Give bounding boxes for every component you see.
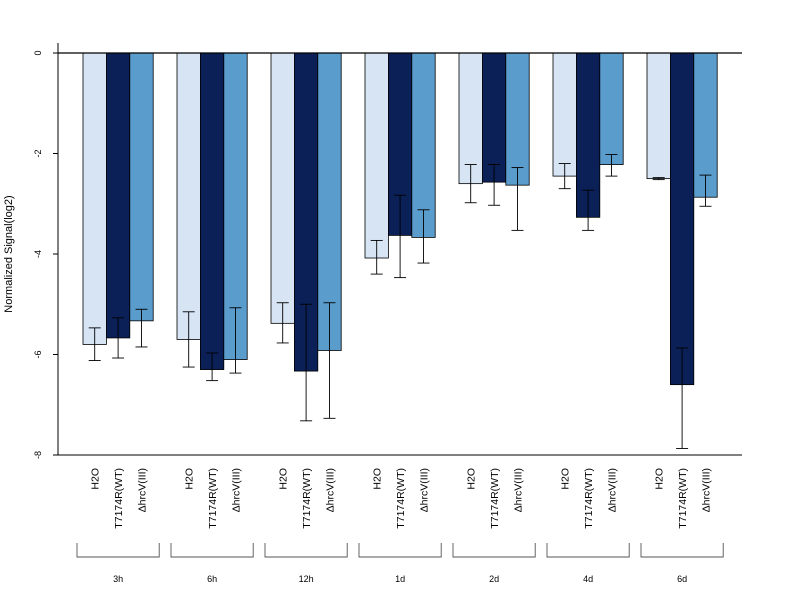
x-tick-label: T7174R(WT) bbox=[207, 468, 219, 529]
x-tick-label: T7174R(WT) bbox=[677, 468, 689, 529]
x-axis: H2O T7174R(WT) ΔhrcV(III) H2O T7174R(WT) Δhrc… bbox=[58, 52, 742, 529]
bar bbox=[82, 52, 107, 345]
y-tick-label: -2 bbox=[33, 149, 43, 157]
bar bbox=[458, 52, 483, 185]
error-bars bbox=[88, 154, 712, 449]
x-tick-label: H2O bbox=[654, 468, 666, 490]
y-axis-label: Normalized Signal(log2) bbox=[3, 195, 15, 312]
x-tick-label: ΔhrcV(III) bbox=[419, 468, 431, 512]
x-tick-label: H2O bbox=[90, 468, 102, 490]
bar bbox=[481, 52, 507, 183]
y-tick-label: -6 bbox=[33, 350, 43, 358]
x-tick-label: H2O bbox=[560, 468, 572, 490]
x-tick-label: T7174R(WT) bbox=[395, 468, 407, 529]
x-tick-label: ΔhrcV(III) bbox=[137, 468, 149, 512]
x-tick-label: T7174R(WT) bbox=[301, 468, 313, 529]
x-tick-label: H2O bbox=[184, 468, 196, 490]
group-bracket bbox=[170, 543, 254, 558]
group-bracket bbox=[76, 543, 160, 558]
x-tick-label: H2O bbox=[278, 468, 290, 490]
group-bracket bbox=[546, 543, 630, 558]
bar bbox=[270, 52, 295, 324]
group-bracket bbox=[358, 543, 442, 558]
group-bracket bbox=[264, 543, 348, 558]
bar bbox=[199, 52, 225, 370]
y-tick-label: 0 bbox=[33, 50, 43, 55]
group-bracket bbox=[452, 543, 536, 558]
group-label: 2d bbox=[489, 574, 499, 584]
x-tick-label: ΔhrcV(III) bbox=[325, 468, 337, 512]
group-bracket bbox=[640, 543, 724, 558]
x-tick-label: H2O bbox=[466, 468, 478, 490]
bar bbox=[106, 52, 131, 339]
bar bbox=[599, 52, 624, 165]
group-label: 1d bbox=[395, 574, 405, 584]
bar bbox=[176, 52, 201, 340]
x-tick-label: ΔhrcV(III) bbox=[513, 468, 525, 512]
bar bbox=[646, 52, 671, 180]
x-tick-label: T7174R(WT) bbox=[113, 468, 125, 529]
bar bbox=[129, 52, 154, 322]
group-label: 6d bbox=[677, 574, 687, 584]
group-labels: 3h 6h 12h 1d 2d 4d 6d bbox=[76, 543, 724, 584]
y-axis: 0 -2 -4 -6 -8 bbox=[33, 43, 59, 459]
group-label: 4d bbox=[583, 574, 593, 584]
group-label: 12h bbox=[299, 574, 314, 584]
x-tick-label: ΔhrcV(III) bbox=[231, 468, 243, 512]
group-label: 6h bbox=[207, 574, 217, 584]
x-tick-label: T7174R(WT) bbox=[583, 468, 595, 529]
x-tick-label: ΔhrcV(III) bbox=[607, 468, 619, 512]
bar bbox=[552, 52, 577, 177]
y-tick-label: -8 bbox=[33, 451, 43, 459]
x-tick-label: T7174R(WT) bbox=[489, 468, 501, 529]
group-label: 3h bbox=[113, 574, 123, 584]
x-tick-label: H2O bbox=[372, 468, 384, 490]
y-tick-label: -4 bbox=[33, 250, 43, 258]
bar bbox=[364, 52, 389, 259]
bars bbox=[82, 52, 718, 386]
bar bbox=[670, 52, 695, 386]
x-tick-label: ΔhrcV(III) bbox=[701, 468, 713, 512]
bar bbox=[505, 52, 530, 186]
